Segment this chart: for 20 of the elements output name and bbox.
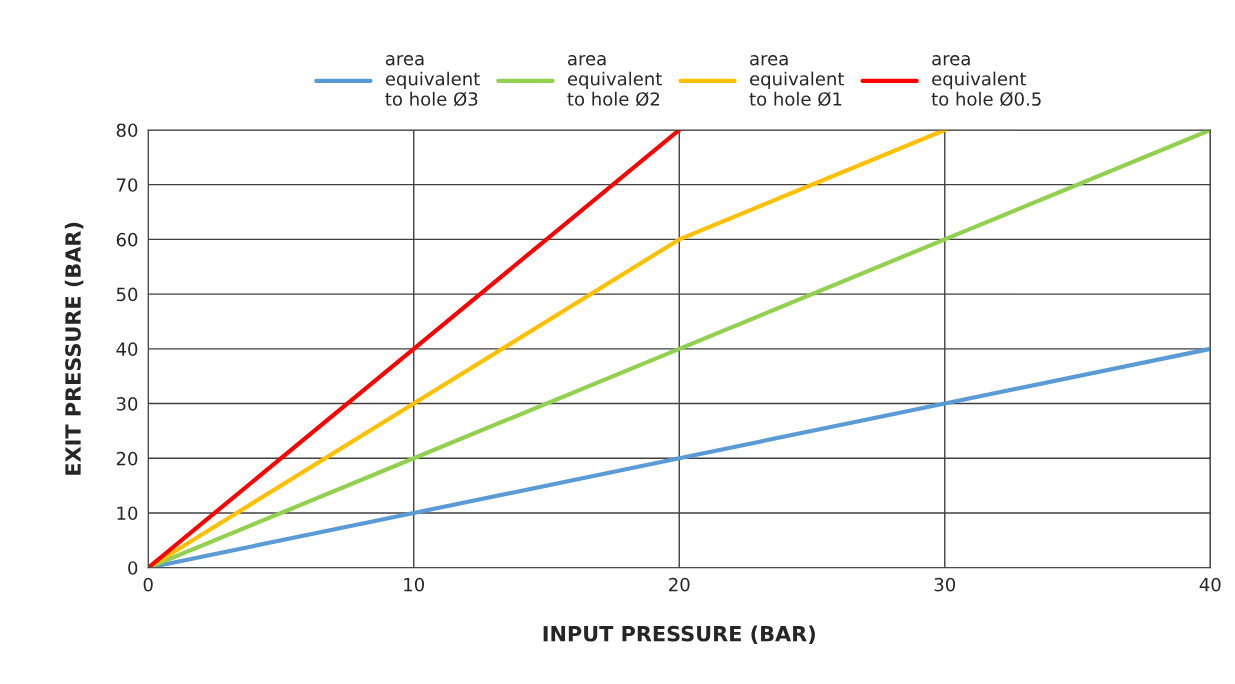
y-axis-title: EXIT PRESSURE (BAR) (64, 222, 84, 475)
y-tick-label: 40 (116, 342, 138, 356)
y-tick-label: 80 (116, 123, 138, 138)
y-tick-label: 10 (117, 506, 138, 521)
y-tick-label: 70 (116, 178, 138, 192)
y-tick-label: 50 (116, 287, 138, 302)
legend-label: area equivalent to hole Ø3 (385, 55, 480, 107)
y-tick-label: 30 (116, 397, 138, 411)
y-tick-label: 0 (128, 561, 138, 575)
x-tick-label: 40 (1199, 577, 1221, 592)
y-tick-label: 20 (116, 451, 138, 466)
legend-label: area equivalent to hole Ø2 (567, 55, 662, 107)
y-tick-label: 60 (116, 232, 138, 247)
legend-label: area equivalent to hole Ø1 (749, 55, 845, 107)
legend-label: area equivalent to hole Ø0.5 (931, 55, 1041, 107)
x-tick-label: 20 (669, 577, 690, 592)
x-tick-label: 0 (143, 577, 153, 592)
x-axis-title: INPUT PRESSURE (BAR) (543, 625, 815, 645)
x-tick-label: 10 (404, 577, 425, 592)
x-tick-label: 30 (934, 577, 956, 592)
